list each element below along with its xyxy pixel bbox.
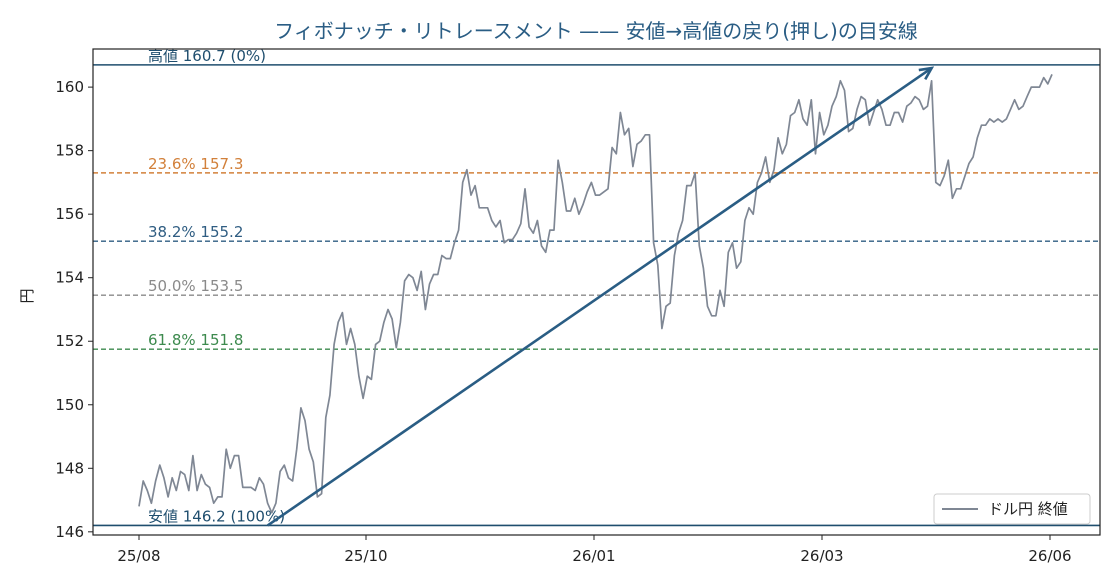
fib-level-label: 高値 160.7 (0%) [148,47,266,65]
y-tick-label: 158 [55,142,84,160]
y-axis-label: 円 [18,288,36,303]
trend-arrow [266,66,935,527]
y-tick-label: 152 [55,332,84,350]
fib-levels: 高値 160.7 (0%) 23.6% 157.3 38.2% 155.2 50.0%… [93,47,1100,527]
legend: ドル円 終値 [933,493,1091,525]
fib-level-label: 61.8% 151.8 [148,331,243,349]
fib-level-label: 50.0% 153.5 [148,277,243,295]
fib-level-label: 安値 146.2 (100%) [148,507,285,525]
x-axis-ticks: 25/08 25/10 26/01 26/03 26/06 [117,535,1072,565]
legend-box [933,493,1091,525]
fib-level-label: 23.6% 157.3 [148,155,243,173]
series-line [138,74,1053,514]
y-tick-label: 150 [55,396,84,414]
price-series [138,74,1053,514]
arrow-shaft [266,66,933,527]
x-tick-label: 26/03 [800,547,843,565]
y-tick-label: 160 [55,78,84,96]
y-axis-ticks: 146 148 150 152 154 156 158 160 [55,78,93,541]
y-tick-label: 148 [55,459,84,477]
fib-level-label: 38.2% 155.2 [148,223,243,241]
plot-frame [92,48,1101,536]
y-tick-label: 154 [55,269,84,287]
x-tick-label: 25/08 [117,547,160,565]
arrow-head [918,66,935,80]
x-tick-label: 26/01 [572,547,615,565]
y-tick-label: 156 [55,205,84,223]
x-tick-label: 26/06 [1028,547,1071,565]
legend-label: ドル円 終値 [988,500,1068,518]
x-tick-label: 25/10 [344,547,387,565]
chart-title: フィボナッチ・リトレースメント —— 安値→高値の戻り(押し)の目安線 [274,19,918,43]
y-tick-label: 146 [55,523,84,541]
